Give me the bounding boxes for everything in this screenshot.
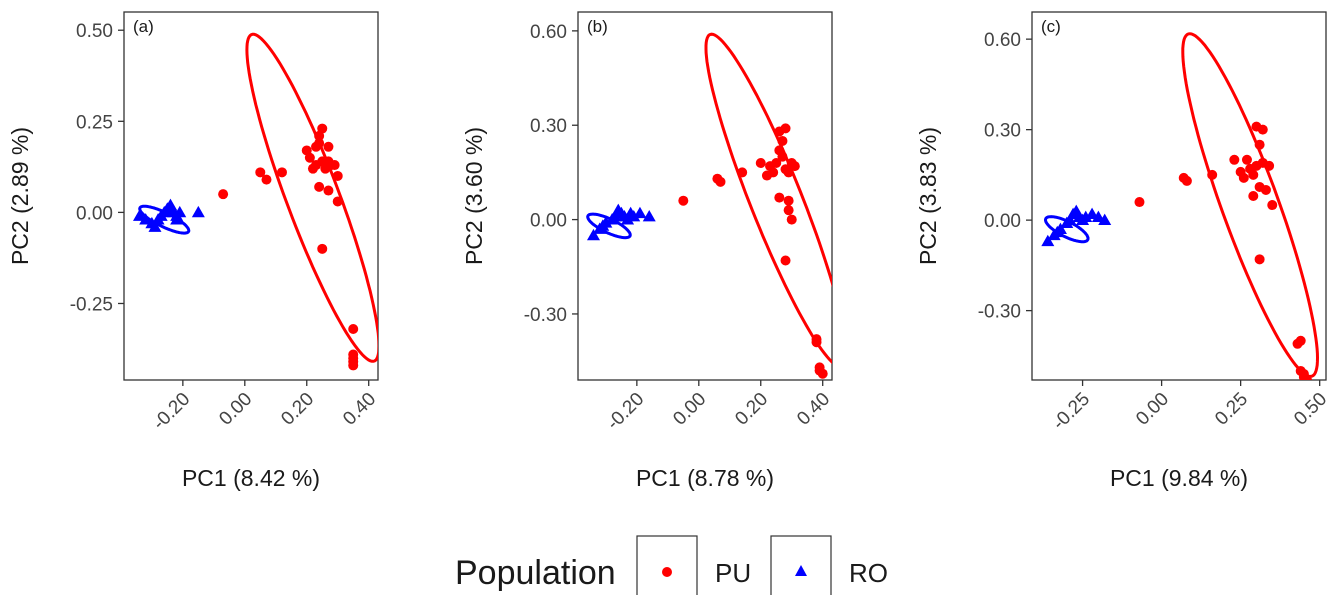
legend-title: Population xyxy=(455,554,616,592)
point-pu xyxy=(330,160,340,170)
point-pu xyxy=(787,215,797,225)
point-pu xyxy=(1261,185,1271,195)
point-pu xyxy=(317,244,327,254)
x-tick-label: 0.00 xyxy=(669,389,710,430)
point-pu xyxy=(333,171,343,181)
plot-frame xyxy=(1032,12,1326,380)
point-pu xyxy=(1267,200,1277,210)
x-tick-label: -0.25 xyxy=(1049,389,1094,434)
point-pu xyxy=(1242,155,1252,165)
x-axis-title: PC1 (8.42 %) xyxy=(182,465,320,491)
y-tick-label: -0.30 xyxy=(524,305,567,326)
panel-label: (a) xyxy=(133,17,154,36)
point-pu xyxy=(756,158,766,168)
y-tick-label: 0.30 xyxy=(530,116,567,137)
point-pu xyxy=(323,142,333,152)
x-tick-label: 0.40 xyxy=(793,389,834,430)
point-pu xyxy=(784,196,794,206)
panel-a: 0.50 0.25 0.00 -0.25 -0.20 0.00 0.20 0.40 PC1 (8… xyxy=(7,12,380,491)
point-pu xyxy=(777,152,787,162)
panels: 0.50 0.25 0.00 -0.25 -0.20 0.00 0.20 0.40 PC1 (8… xyxy=(7,12,1330,491)
x-tick-label: 0.20 xyxy=(277,389,318,430)
point-pu xyxy=(777,136,787,146)
point-pu xyxy=(348,324,358,334)
legend-label-ro: RO xyxy=(849,558,888,588)
legend-label-pu: PU xyxy=(715,558,751,588)
x-tick-label: 0.00 xyxy=(215,389,256,430)
point-pu xyxy=(781,123,791,133)
point-pu xyxy=(1182,176,1192,186)
x-tick-label: 0.00 xyxy=(1132,389,1173,430)
y-tick-label: -0.30 xyxy=(978,302,1021,323)
x-tick-label: -0.20 xyxy=(603,389,648,434)
y-tick-label: 0.30 xyxy=(984,121,1021,142)
legend: Population PU RO xyxy=(455,536,888,595)
point-pu xyxy=(218,189,228,199)
point-pu xyxy=(1296,336,1306,346)
legend-key-pu xyxy=(637,536,697,595)
point-pu xyxy=(317,124,327,134)
panel-c: 0.60 0.30 0.00 -0.30 -0.25 0.00 0.25 0.50 PC1 (9… xyxy=(915,12,1330,491)
y-tick-label: 0.60 xyxy=(530,22,567,43)
point-pu xyxy=(678,196,688,206)
point-pu xyxy=(768,167,778,177)
point-pu xyxy=(261,175,271,185)
x-axis-title: PC1 (8.78 %) xyxy=(636,465,774,491)
y-axis-title: PC2 (2.89 %) xyxy=(7,127,33,265)
y-axis-title: PC2 (3.60 %) xyxy=(461,127,487,265)
y-tick-label: -0.25 xyxy=(70,294,113,315)
point-pu xyxy=(314,138,324,148)
x-axis-title: PC1 (9.84 %) xyxy=(1110,465,1248,491)
point-pu xyxy=(737,167,747,177)
panel-label: (c) xyxy=(1041,17,1061,36)
x-tick-label: 0.40 xyxy=(339,389,380,430)
point-pu xyxy=(333,196,343,206)
point-pu xyxy=(323,186,333,196)
point-pu xyxy=(1239,173,1249,183)
point-pu xyxy=(1264,161,1274,171)
point-pu xyxy=(1229,155,1239,165)
point-pu xyxy=(781,255,791,265)
point-pu xyxy=(1248,191,1258,201)
y-tick-label: 0.50 xyxy=(76,21,113,42)
plot-frame xyxy=(578,12,832,380)
x-tick-label: 0.50 xyxy=(1290,389,1330,430)
y-axis-title: PC2 (3.83 %) xyxy=(915,127,941,265)
y-tick-label: 0.00 xyxy=(530,211,567,232)
point-pu xyxy=(818,369,828,379)
point-pu xyxy=(277,167,287,177)
point-pu xyxy=(1255,254,1265,264)
x-tick-label: 0.25 xyxy=(1211,389,1252,430)
point-pu xyxy=(1255,140,1265,150)
point-pu xyxy=(812,337,822,347)
point-pu xyxy=(1207,170,1217,180)
x-tick-label: -0.20 xyxy=(149,389,194,434)
point-pu xyxy=(348,360,358,370)
point-pu xyxy=(1134,197,1144,207)
y-tick-label: 0.60 xyxy=(984,30,1021,51)
point-pu xyxy=(1302,375,1312,385)
x-tick-label: 0.20 xyxy=(731,389,772,430)
y-tick-label: 0.00 xyxy=(76,203,113,224)
point-pu xyxy=(314,182,324,192)
point-pu xyxy=(715,177,725,187)
panel-b: 0.60 0.30 0.00 -0.30 -0.20 0.00 0.20 0.40 PC1 (8… xyxy=(461,12,847,491)
point-pu xyxy=(790,161,800,171)
point-pu xyxy=(1258,125,1268,135)
point-pu xyxy=(1248,170,1258,180)
panel-label: (b) xyxy=(587,17,608,36)
y-tick-label: 0.00 xyxy=(984,211,1021,232)
point-pu xyxy=(774,193,784,203)
legend-marker-pu xyxy=(662,567,672,577)
y-tick-label: 0.25 xyxy=(76,112,113,133)
point-pu xyxy=(784,205,794,215)
